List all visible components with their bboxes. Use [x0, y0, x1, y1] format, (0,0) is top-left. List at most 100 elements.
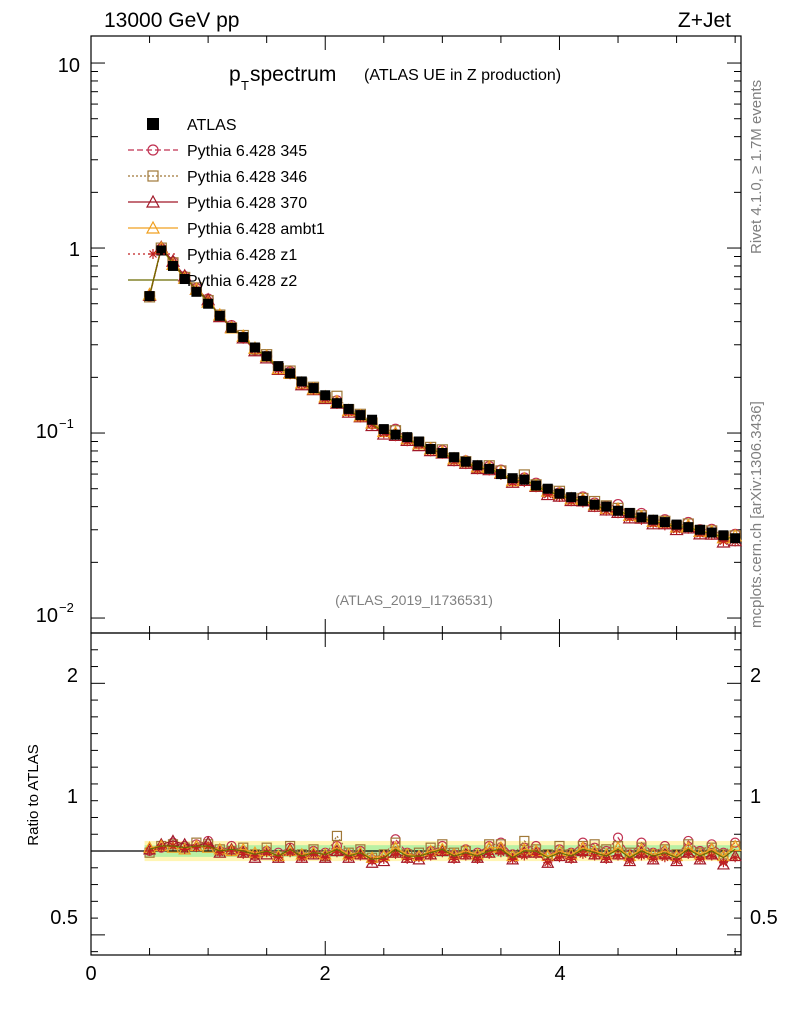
title-p: p — [229, 63, 241, 86]
series-point-ratio — [578, 849, 588, 859]
series-point-ratio — [180, 844, 190, 854]
series-point-ratio — [297, 853, 307, 863]
y-tick-0.01-exp: −2 — [59, 600, 74, 615]
atlas-data-point — [495, 469, 506, 480]
ratio-tick-2: 2 — [67, 665, 78, 687]
series-point-ratio — [716, 857, 730, 870]
series-point-ratio — [412, 852, 426, 865]
legend-label: Pythia 6.428 z2 — [187, 273, 297, 290]
ratio-panel-frame — [90, 632, 742, 956]
legend-label: Pythia 6.428 346 — [187, 169, 307, 186]
series-point-ratio — [449, 854, 459, 864]
ratio-tick-2-right: 2 — [750, 665, 761, 687]
series-point-ratio — [331, 830, 343, 842]
atlas-data-point — [203, 298, 214, 309]
series-point-ratio — [484, 839, 495, 850]
rivet-label: Rivet 4.1.0, ≥ 1.7M events — [748, 80, 765, 254]
atlas-data-point — [308, 383, 319, 394]
atlas-data-point — [613, 505, 624, 516]
series-1 — [143, 242, 741, 863]
atlas-data-point — [589, 499, 600, 510]
legend-marker — [145, 194, 161, 208]
series-point-ratio — [260, 847, 274, 860]
series-point-ratio — [648, 854, 658, 864]
atlas-data-point — [566, 492, 577, 503]
legend-atlas-marker — [147, 118, 159, 130]
series-point-ratio — [590, 851, 600, 861]
atlas-data-point — [413, 436, 424, 447]
atlas-data-point — [577, 495, 588, 506]
series-point-ratio — [613, 851, 623, 861]
atlas-data-point — [226, 322, 237, 333]
atlas-data-point — [296, 376, 307, 387]
series-line-main — [149, 246, 736, 538]
atlas-data-point — [390, 429, 401, 440]
series-line-main — [149, 247, 736, 537]
series-point-ratio — [332, 848, 342, 858]
ratio-y-tick-labels: 2 1 0.5 2 1 0.5 — [50, 665, 778, 929]
series-point-ratio — [402, 854, 412, 864]
series-point-ratio — [215, 848, 225, 858]
atlas-data — [144, 245, 741, 544]
series-point-ratio — [320, 853, 330, 863]
mcplots-label: mcplots.cern.ch [arXiv:1306.3436] — [748, 401, 765, 628]
legend-marker — [148, 249, 158, 259]
series-point-ratio — [728, 839, 742, 852]
atlas-data-point — [507, 473, 518, 484]
series-point-ratio — [508, 854, 518, 864]
atlas-data-point — [156, 245, 167, 256]
series-0 — [143, 243, 741, 865]
atlas-data-point — [402, 432, 413, 443]
atlas-data-point — [683, 522, 694, 533]
atlas-data-point — [214, 310, 225, 321]
series-point-ratio — [285, 848, 295, 858]
series-point-ratio — [379, 854, 389, 864]
atlas-data-point — [378, 424, 389, 435]
atlas-data-point — [331, 398, 342, 409]
atlas-data-point — [659, 517, 670, 528]
series-point-ratio — [543, 858, 553, 868]
series-point-ratio — [531, 849, 541, 859]
atlas-data-point — [437, 447, 448, 458]
y-tick-0.1: 10 — [36, 421, 58, 443]
atlas-data-point — [425, 443, 436, 454]
series-point-ratio — [344, 853, 354, 863]
legend-label: Pythia 6.428 345 — [187, 143, 307, 160]
series-point-ratio — [519, 851, 529, 861]
atlas-data-point — [542, 483, 553, 494]
series-point-ratio — [273, 853, 283, 863]
atlas-data-point — [179, 274, 190, 285]
series-point-ratio — [426, 851, 436, 861]
series-point-ratio — [145, 846, 155, 856]
atlas-data-point — [648, 514, 659, 525]
ratio-ylabel: Ratio to ATLAS — [25, 744, 42, 845]
atlas-data-point — [636, 512, 647, 523]
series-point-ratio — [672, 856, 682, 866]
series-point-ratio — [695, 854, 705, 864]
series-point-ratio — [355, 851, 365, 861]
ratio-tick-1-right: 1 — [750, 786, 761, 808]
series-point-ratio — [367, 856, 377, 866]
series-point-ratio — [519, 835, 530, 847]
ratio-tick-0.5: 0.5 — [50, 907, 78, 929]
series-point-ratio — [191, 843, 201, 853]
atlas-data-point — [671, 519, 682, 530]
x-tick-labels: 0 2 4 — [85, 963, 565, 985]
series-point-ratio — [496, 848, 506, 858]
legend-marker — [147, 170, 159, 182]
atlas-data-point — [449, 452, 460, 463]
series-line-main — [149, 247, 736, 543]
atlas-data-point — [144, 291, 155, 302]
x-tick-0: 0 — [85, 963, 96, 985]
atlas-data-point — [624, 507, 635, 518]
series-point-main — [718, 536, 729, 547]
series-point-ratio — [391, 849, 401, 859]
atlas-data-point — [706, 527, 717, 538]
atlas-data-point — [249, 342, 260, 353]
title-word: spectrum — [250, 63, 336, 86]
series-point-ratio — [601, 854, 611, 864]
legend-label: Pythia 6.428 ambt1 — [187, 221, 325, 238]
series-point-ratio — [238, 849, 248, 859]
atlas-data-point — [460, 456, 471, 467]
